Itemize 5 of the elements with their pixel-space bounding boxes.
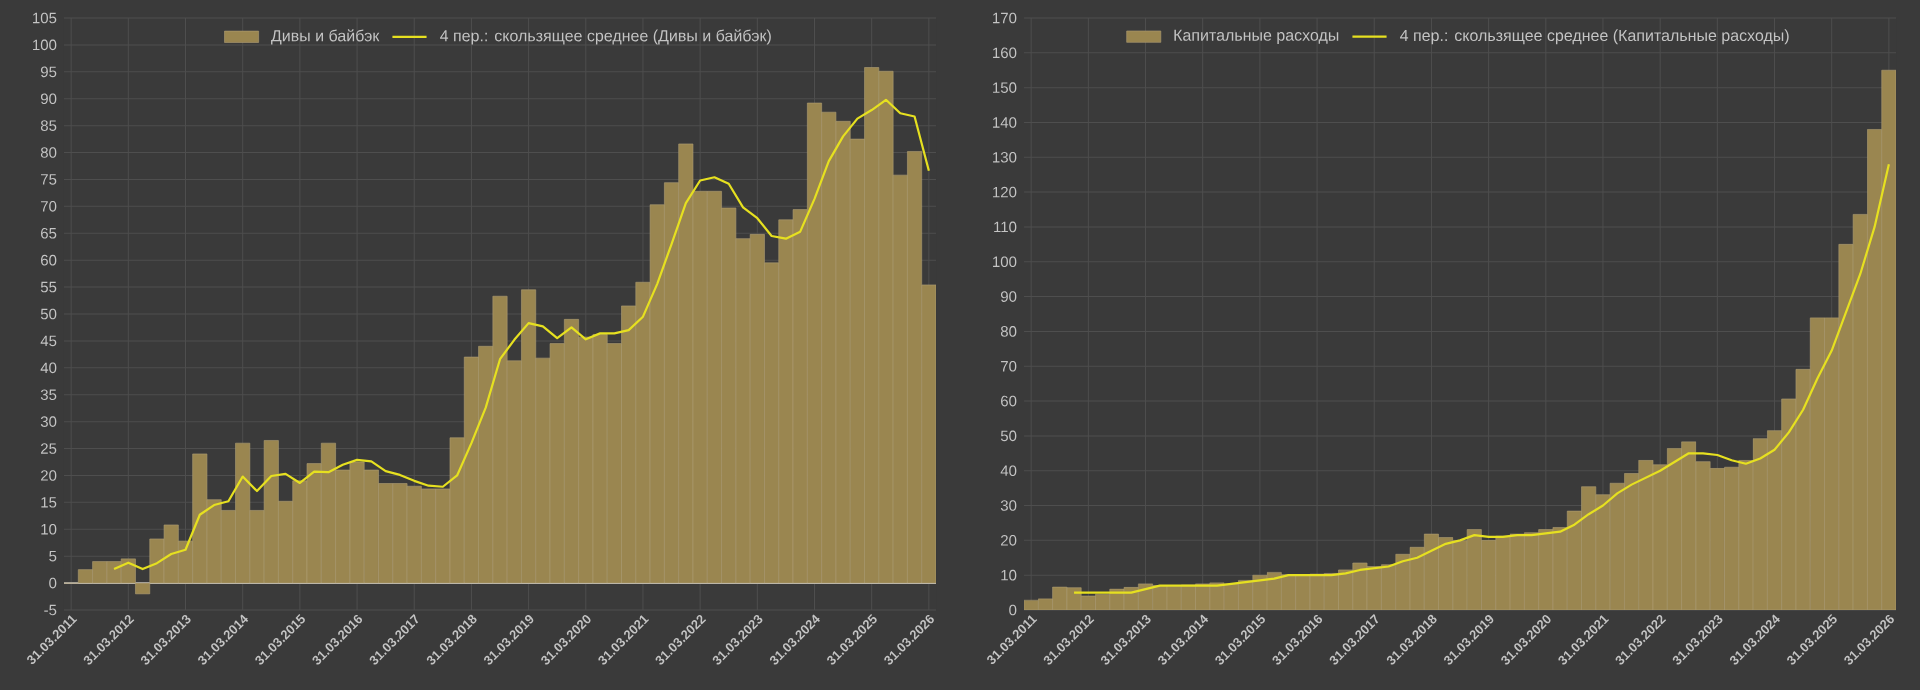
legend-label: 4 пер.: скользящее среднее (Капитальные расходы) <box>1400 29 1789 45</box>
line-series <box>112 98 930 571</box>
legend-label: Дивы и байбэк <box>271 29 380 45</box>
legend-label: Капитальные расходы <box>1174 29 1339 44</box>
legend-label: 4 пер.: скользящее среднее (Дивы и байбэк) <box>440 29 771 45</box>
